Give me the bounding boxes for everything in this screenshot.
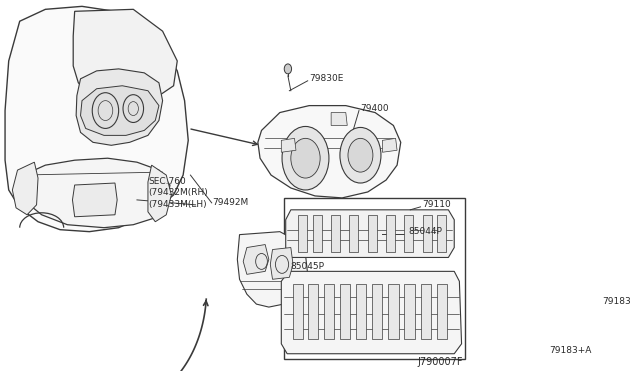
Polygon shape xyxy=(282,138,296,152)
Polygon shape xyxy=(423,215,431,251)
Text: 79183: 79183 xyxy=(602,296,631,306)
Polygon shape xyxy=(331,113,348,125)
Text: 85044P: 85044P xyxy=(408,227,442,236)
Circle shape xyxy=(348,138,373,172)
Polygon shape xyxy=(437,215,446,251)
Circle shape xyxy=(291,138,320,178)
Polygon shape xyxy=(76,69,163,145)
Polygon shape xyxy=(349,215,358,251)
Polygon shape xyxy=(293,284,303,339)
Polygon shape xyxy=(388,284,399,339)
Text: 79492M: 79492M xyxy=(212,198,249,207)
Polygon shape xyxy=(237,232,308,307)
Circle shape xyxy=(282,126,329,190)
Polygon shape xyxy=(386,215,395,251)
Polygon shape xyxy=(258,106,401,198)
Text: J790007F: J790007F xyxy=(417,357,463,367)
Polygon shape xyxy=(356,284,366,339)
Polygon shape xyxy=(148,165,172,222)
Polygon shape xyxy=(298,215,307,251)
Text: 79400: 79400 xyxy=(360,104,389,113)
Polygon shape xyxy=(436,284,447,339)
Polygon shape xyxy=(372,284,383,339)
Polygon shape xyxy=(340,284,350,339)
Polygon shape xyxy=(81,86,159,135)
Polygon shape xyxy=(72,183,117,217)
Polygon shape xyxy=(12,162,38,215)
Polygon shape xyxy=(368,215,376,251)
Polygon shape xyxy=(313,215,322,251)
Text: 85045P: 85045P xyxy=(291,262,325,271)
Polygon shape xyxy=(324,284,334,339)
Polygon shape xyxy=(243,244,269,274)
Polygon shape xyxy=(285,210,454,257)
Polygon shape xyxy=(420,284,431,339)
Text: 79110: 79110 xyxy=(422,201,451,209)
Circle shape xyxy=(284,64,292,74)
Polygon shape xyxy=(282,271,461,354)
Polygon shape xyxy=(404,215,413,251)
Polygon shape xyxy=(383,138,397,152)
Text: 79183+A: 79183+A xyxy=(550,346,592,355)
Bar xyxy=(284,198,465,359)
Text: 79830E: 79830E xyxy=(309,74,344,83)
Polygon shape xyxy=(17,158,170,228)
Polygon shape xyxy=(404,284,415,339)
Polygon shape xyxy=(331,215,340,251)
Polygon shape xyxy=(5,6,188,232)
Polygon shape xyxy=(270,247,293,279)
Circle shape xyxy=(340,128,381,183)
Polygon shape xyxy=(73,9,177,101)
Text: SEC.760
(79432M(RH)
(79433M(LH): SEC.760 (79432M(RH) (79433M(LH) xyxy=(148,177,208,209)
Polygon shape xyxy=(308,284,318,339)
